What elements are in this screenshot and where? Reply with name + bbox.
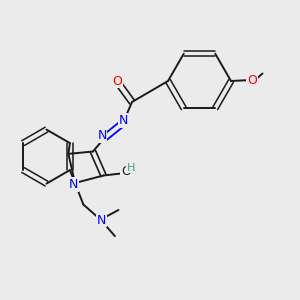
Text: O: O bbox=[112, 75, 122, 88]
Text: N: N bbox=[97, 129, 107, 142]
Text: O: O bbox=[121, 165, 130, 178]
Text: H: H bbox=[127, 163, 135, 173]
Text: O: O bbox=[247, 74, 257, 87]
Text: N: N bbox=[97, 214, 106, 227]
Text: N: N bbox=[69, 178, 79, 191]
Text: N: N bbox=[118, 114, 128, 127]
